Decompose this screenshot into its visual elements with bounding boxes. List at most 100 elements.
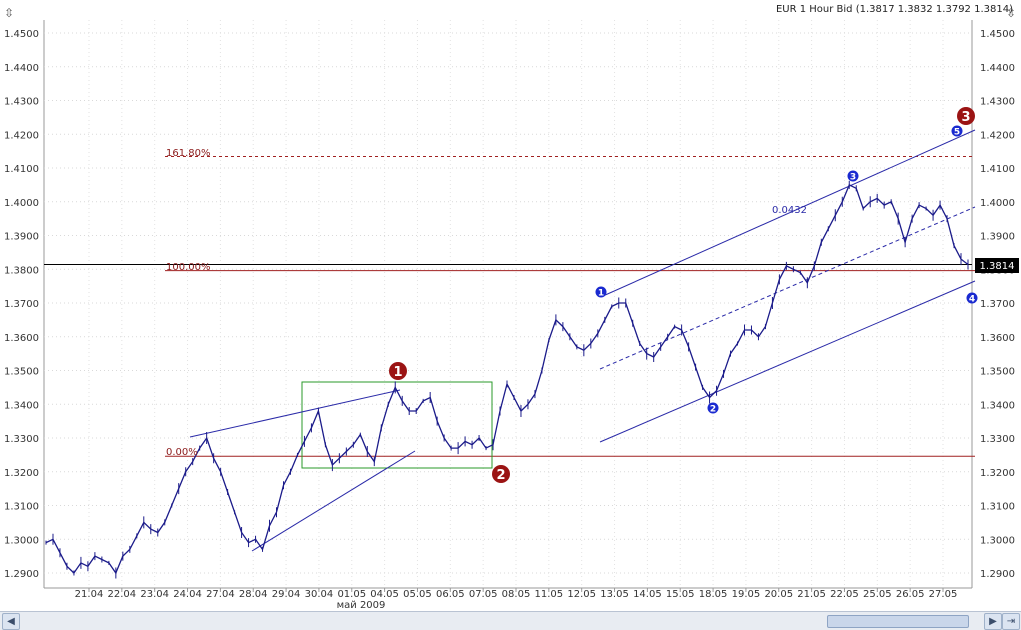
- x-tick-label: 05.05: [403, 589, 432, 600]
- minor-wave-label: 2: [710, 405, 716, 415]
- price-chart[interactable]: 1.2900 1.3000 1.3100 1.3200 1.3300 1.3400 1.35…: [0, 0, 1021, 611]
- x-tick-label: 22.04: [108, 589, 137, 600]
- y-tick-label-right: 1.4300: [980, 97, 1015, 108]
- x-tick-label: 22.05: [830, 589, 859, 600]
- wave-labels: 1 2 3 1 2 3 4 5: [389, 107, 978, 483]
- channel-width-label: 0.0432: [772, 205, 807, 216]
- y-tick-label-right: 1.3000: [980, 535, 1015, 546]
- x-tick-label: 29.04: [272, 589, 301, 600]
- minor-wave-marker: [847, 170, 859, 182]
- y-tick-label-left: 1.3100: [4, 502, 39, 513]
- x-tick-label: 21.05: [797, 589, 826, 600]
- y-tick-label-right: 1.3400: [980, 400, 1015, 411]
- y-tick-label-right: 1.3900: [980, 232, 1015, 243]
- y-tick-label-left: 1.3000: [4, 535, 39, 546]
- x-tick-label: 26.05: [896, 589, 925, 600]
- y-axis-right: 1.2900 1.3000 1.3100 1.3200 1.3300 1.3400 1.35…: [980, 29, 1015, 580]
- x-tick-label: 04.05: [370, 589, 399, 600]
- y-tick-label-left: 1.3500: [4, 367, 39, 378]
- x-tick-label: 11.05: [535, 589, 564, 600]
- y-tick-label-right: 1.4000: [980, 198, 1015, 209]
- y-tick-label-left: 1.4200: [4, 130, 39, 141]
- price-line: [45, 184, 969, 575]
- x-tick-label: 13.05: [600, 589, 629, 600]
- y-tick-label-right: 1.4100: [980, 164, 1015, 175]
- x-tick-label: 07.05: [469, 589, 498, 600]
- y-tick-label-right: 1.4500: [980, 29, 1015, 40]
- x-tick-label: 20.05: [764, 589, 793, 600]
- triangle-lower-line: [251, 450, 416, 552]
- horizontal-scrollbar[interactable]: ◀ ▶ ⇥: [0, 611, 1021, 630]
- y-tick-label-right: 1.3700: [980, 299, 1015, 310]
- major-wave-label: 2: [496, 468, 505, 483]
- y-tick-label-right: 1.3500: [980, 367, 1015, 378]
- channel-lower-line: [599, 280, 976, 443]
- scroll-to-end-icon[interactable]: ⇥: [1002, 613, 1020, 630]
- y-tick-label-right: 1.3100: [980, 502, 1015, 513]
- chart-title: EUR 1 Hour Bid (1.3817 1.3832 1.3792 1.3…: [776, 4, 1013, 15]
- major-wave-marker: [957, 107, 975, 125]
- x-tick-label: 14.05: [633, 589, 662, 600]
- x-tick-label: 27.04: [206, 589, 235, 600]
- x-tick-label: 25.05: [863, 589, 892, 600]
- grid: [43, 20, 973, 589]
- x-tick-label: 06.05: [436, 589, 465, 600]
- current-price-label: 1.3814: [980, 261, 1015, 272]
- y-tick-label-right: 1.2900: [980, 569, 1015, 580]
- major-wave-marker: [389, 362, 407, 380]
- y-tick-label-left: 1.4400: [4, 63, 39, 74]
- x-tick-label: 30.04: [305, 589, 334, 600]
- channel-upper-line: [602, 129, 976, 297]
- scrollbar-thumb[interactable]: [827, 615, 969, 628]
- y-tick-label-right: 1.3300: [980, 434, 1015, 445]
- minor-wave-label: 4: [969, 295, 975, 305]
- y-tick-label-left: 1.3700: [4, 299, 39, 310]
- x-tick-label: 24.04: [173, 589, 202, 600]
- y-tick-label-left: 1.3800: [4, 265, 39, 276]
- y-tick-label-left: 1.3400: [4, 400, 39, 411]
- y-axis-left: 1.2900 1.3000 1.3100 1.3200 1.3300 1.3400 1.35…: [4, 29, 39, 580]
- y-tick-label-left: 1.2900: [4, 569, 39, 580]
- arrow-right-icon[interactable]: ▶: [984, 613, 1002, 630]
- x-axis: 21.04 22.04 23.04 24.04 27.04 28.04 29.04 30.04…: [75, 588, 958, 600]
- arrow-left-icon[interactable]: ◀: [2, 613, 20, 630]
- x-tick-label: 01.05: [337, 589, 366, 600]
- fib-161-label: 161.80%: [166, 148, 211, 159]
- major-wave-label: 1: [393, 365, 402, 380]
- y-tick-label-left: 1.4300: [4, 97, 39, 108]
- month-label: май 2009: [337, 600, 386, 611]
- y-tick-label-left: 1.4100: [4, 164, 39, 175]
- y-tick-label-left: 1.4500: [4, 29, 39, 40]
- x-tick-label: 28.04: [239, 589, 268, 600]
- y-tick-label-left: 1.3200: [4, 468, 39, 479]
- x-tick-label: 21.04: [75, 589, 104, 600]
- current-price-tag: 1.3814: [975, 258, 1019, 273]
- y-tick-label-right: 1.3600: [980, 333, 1015, 344]
- zoom-axis-icon[interactable]: ⇳: [3, 6, 15, 20]
- minor-wave-label: 5: [954, 128, 960, 138]
- x-tick-label: 15.05: [666, 589, 695, 600]
- minor-wave-marker: [595, 286, 607, 298]
- minor-wave-marker: [951, 125, 963, 137]
- zoom-axis-icon[interactable]: ⇳: [1005, 6, 1017, 20]
- channel-mid-line: [599, 206, 976, 370]
- y-tick-label-left: 1.3600: [4, 333, 39, 344]
- y-tick-label-right: 1.3200: [980, 468, 1015, 479]
- minor-wave-label: 1: [598, 289, 604, 299]
- x-tick-label: 23.04: [140, 589, 169, 600]
- x-tick-label: 18.05: [699, 589, 728, 600]
- y-tick-label-left: 1.3900: [4, 232, 39, 243]
- y-tick-label-left: 1.4000: [4, 198, 39, 209]
- y-tick-label-left: 1.3300: [4, 434, 39, 445]
- consolidation-box: [301, 381, 493, 469]
- price-series: [45, 180, 969, 579]
- y-tick-label-right: 1.4400: [980, 63, 1015, 74]
- major-wave-label: 3: [961, 110, 970, 125]
- x-tick-label: 12.05: [567, 589, 596, 600]
- major-wave-marker: [492, 465, 510, 483]
- x-tick-label: 27.05: [929, 589, 958, 600]
- y-tick-label-right: 1.4200: [980, 130, 1015, 141]
- x-tick-label: 19.05: [732, 589, 761, 600]
- overlays: [44, 129, 976, 552]
- minor-wave-marker: [966, 292, 978, 304]
